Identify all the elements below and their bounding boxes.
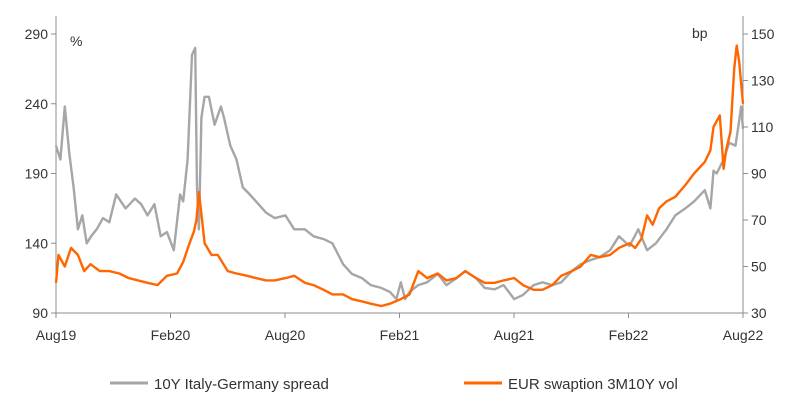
x-tick-label: Aug22: [723, 327, 764, 343]
series-layer: [54, 44, 745, 308]
right-tick-label: 90: [751, 166, 767, 182]
right-axis-unit: bp: [692, 25, 708, 41]
right-tick-label: 50: [751, 259, 767, 275]
axes: [55, 16, 744, 314]
right-tick-label: 150: [751, 26, 775, 42]
x-tick-label: Aug21: [494, 327, 535, 343]
series-line-italy-germany-spread: [54, 46, 745, 301]
right-tick-label: 70: [751, 212, 767, 228]
left-axis-unit: %: [70, 33, 82, 49]
right-tick-label: 30: [751, 305, 767, 321]
x-tick-label: Feb21: [380, 327, 420, 343]
legend: 10Y Italy-Germany spread EUR swaption 3M…: [110, 376, 678, 393]
ticks-layer: 90 140 190 240 290 30 50 70 90 110 130 150 Aug19 Feb2…: [25, 26, 775, 343]
left-tick-label: 90: [32, 305, 48, 321]
x-tick-label: Aug20: [265, 327, 306, 343]
legend-label-eur-swaption-vol: EUR swaption 3M10Y vol: [508, 376, 678, 393]
x-tick-label: Feb20: [151, 327, 191, 343]
left-tick-label: 290: [25, 26, 49, 42]
legend-label-italy-germany-spread: 10Y Italy-Germany spread: [154, 376, 329, 393]
left-tick-label: 140: [25, 235, 49, 251]
right-tick-label: 110: [751, 119, 774, 135]
series-line-eur-swaption-vol: [54, 44, 745, 308]
x-tick-label: Aug19: [36, 327, 77, 343]
right-tick-label: 130: [751, 73, 775, 89]
left-tick-label: 190: [25, 166, 49, 182]
left-tick-label: 240: [25, 96, 49, 112]
x-tick-label: Feb22: [609, 327, 649, 343]
